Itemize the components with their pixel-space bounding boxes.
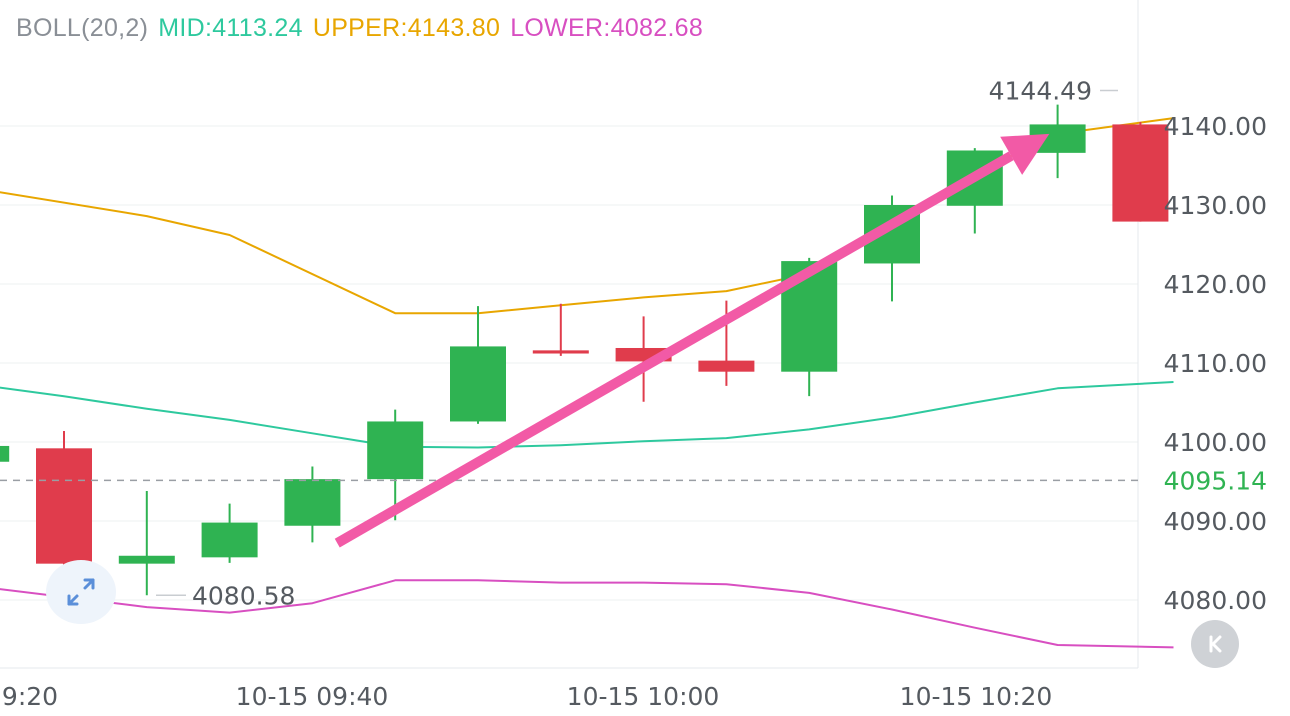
boll-legend: BOLL(20,2) MID:4113.24 UPPER:4143.80 LOWER:… [16,14,713,43]
y-tick-label: 4080.00 [1164,586,1267,615]
k-collapse-icon [1209,635,1222,653]
candle-body [698,360,755,372]
x-tick-label: 9:20 [2,682,58,711]
upper-value: UPPER:4143.80 [312,14,501,42]
y-tick-label: 4140.00 [1164,112,1267,141]
max-price-label: 4144.49 [989,76,1092,105]
indicator-label: BOLL(20,2) [16,14,149,42]
y-tick-label: 4100.00 [1164,428,1267,457]
x-tick-label: 10-15 09:40 [236,682,389,711]
min-price-label: 4080.58 [192,581,295,610]
x-tick-label: 10-15 10:20 [900,682,1053,711]
candle-body [284,479,341,526]
price-axis: 4140.00 4130.00 4120.00 4110.00 4100.00 4090.… [1142,112,1278,615]
candle-body [1112,124,1169,222]
expand-diagonal-arrows-icon [67,578,95,606]
current-price-tag-bg [1142,460,1278,501]
mid-value: MID:4113.24 [158,14,303,42]
trend-arrow-shaft [334,151,1014,548]
expand-button[interactable] [46,560,116,624]
y-tick-label: 4130.00 [1164,191,1267,220]
y-tick-label: 4090.00 [1164,507,1267,536]
x-tick-label: 10-15 10:00 [567,682,720,711]
candle-body [118,555,175,564]
boll-mid-line [0,381,1174,449]
candle-body [0,445,10,462]
candle-body [201,522,258,558]
candle-body [532,350,589,354]
collapse-button[interactable] [1191,620,1239,668]
y-tick-label: 4110.00 [1164,349,1267,378]
current-price-label: 4095.14 [1164,466,1267,495]
overlay: 4144.49 4080.58 [0,76,1138,610]
candle-body [367,421,424,480]
grid-lines [0,0,1139,669]
trend-arrow-head [1000,133,1050,175]
candles [0,104,1169,596]
boll-lower-line [0,579,1174,649]
candle-body [450,346,506,422]
lower-value: LOWER:4082.68 [510,14,704,42]
y-tick-label: 4120.00 [1164,270,1267,299]
candle-body [36,448,92,564]
time-axis: 9:20 10-15 09:40 10-15 10:00 10-15 10:20 [2,682,1052,711]
